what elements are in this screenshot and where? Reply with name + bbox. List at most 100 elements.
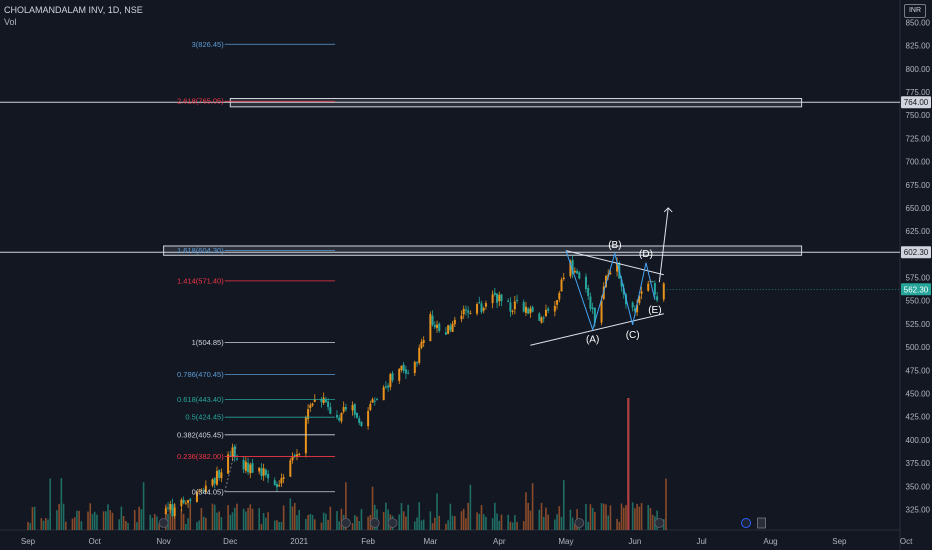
candle-body (509, 302, 512, 312)
volume-bar (431, 523, 434, 530)
event-marker-icon (340, 518, 351, 528)
volume-bar (58, 503, 60, 530)
candle-body (589, 296, 592, 309)
candle-body (622, 288, 625, 295)
candle-body (493, 292, 496, 295)
volume-bar (436, 493, 438, 530)
volume-bar (649, 507, 652, 530)
volume-bar (467, 502, 469, 530)
y-tick-label: 850.00 (906, 18, 931, 27)
volume-bar (249, 504, 252, 530)
level-price-badge (901, 96, 931, 109)
last-price-label: 562.30 (904, 285, 929, 294)
volume-bar (156, 516, 158, 530)
candle-body (498, 294, 501, 302)
last-price-badge (901, 283, 931, 296)
candle-body (373, 400, 376, 402)
volume-bar (87, 511, 89, 530)
candle-body (167, 507, 170, 509)
candle-body (480, 303, 483, 313)
volume-bar (242, 508, 245, 530)
candle-body (571, 259, 574, 274)
candle-body (280, 478, 283, 484)
volume-bar (149, 514, 152, 530)
volume-bar (585, 503, 587, 530)
candle-body (496, 293, 499, 303)
volume-bar (476, 512, 478, 530)
candle-body (353, 404, 356, 415)
volume-bar (589, 504, 592, 530)
volume-bar (571, 517, 574, 530)
volume-bar (338, 521, 341, 530)
y-tick-label: 750.00 (906, 111, 931, 120)
volume-bar (485, 516, 487, 530)
volume-bar (398, 514, 401, 530)
fib-level-label: 1.618(604.30) (177, 246, 224, 255)
volume-bar (353, 515, 356, 530)
candle-body (220, 472, 223, 479)
volume-bar (251, 508, 254, 530)
volume-bar (494, 502, 496, 530)
candle-body (367, 410, 370, 427)
candle-body (540, 317, 543, 323)
volume-label[interactable]: Vol (4, 17, 17, 27)
volume-bar (382, 512, 385, 530)
candle-body (449, 325, 452, 331)
candle-body (507, 300, 510, 302)
symbol-title[interactable]: CHOLAMANDALAM INV, 1D, NSE (4, 5, 143, 15)
x-tick-label: Jun (628, 537, 641, 546)
wave-label: (A) (586, 334, 599, 345)
volume-bar (480, 505, 483, 530)
projection-arrow-line (658, 207, 669, 283)
volume-bar (569, 509, 572, 530)
candle-body (482, 308, 485, 311)
volume-bar (651, 514, 654, 530)
volume-bar (665, 478, 667, 530)
candle-body (560, 279, 563, 292)
candle-body (433, 324, 436, 328)
candle-body (242, 460, 245, 470)
volume-bar (594, 512, 596, 530)
candle-body (267, 474, 270, 479)
volume-bar (525, 492, 527, 530)
candle-body (342, 407, 345, 412)
candle-body (524, 306, 527, 313)
x-tick-label: Aug (763, 537, 777, 546)
currency-badge[interactable]: INR (904, 4, 926, 18)
volume-bar (220, 517, 223, 530)
volume-bar (27, 521, 29, 530)
volume-bar (373, 504, 376, 530)
volume-bar (280, 521, 283, 530)
candle-body (604, 276, 607, 288)
volume-bar (140, 509, 143, 530)
volume-bar (358, 520, 361, 530)
volume-bar (247, 507, 249, 530)
volume-bar (93, 511, 96, 530)
candle-body (184, 503, 187, 505)
candle-body (215, 470, 218, 485)
y-tick-label: 825.00 (906, 42, 931, 51)
volume-bar (429, 511, 432, 530)
volume-bar (29, 523, 32, 530)
candle-body (231, 447, 234, 457)
candle-body (340, 412, 343, 422)
candle-body (573, 270, 576, 273)
event-marker-icon (369, 518, 380, 528)
volume-bar (31, 507, 34, 530)
candle-body (289, 460, 292, 477)
candle-body (227, 454, 230, 474)
candle-body (516, 299, 519, 301)
volume-bar (605, 504, 607, 530)
candle-body (164, 508, 167, 515)
candle-body (562, 277, 565, 280)
candle-body (447, 325, 450, 334)
candle-body (593, 307, 596, 323)
volume-bar (138, 506, 140, 530)
volume-bar (340, 508, 343, 530)
y-tick-label: 775.00 (906, 88, 931, 97)
volume-bar (105, 511, 107, 530)
candle-body (553, 305, 556, 312)
candle-body (656, 296, 659, 301)
candle-body (616, 262, 619, 272)
